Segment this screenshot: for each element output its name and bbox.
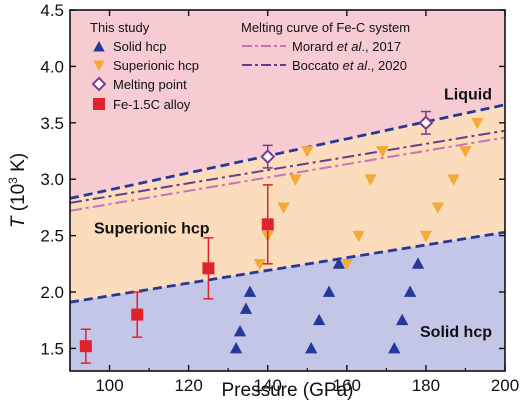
legend-label-boccato-2020: Boccato et al., 2020: [292, 58, 407, 73]
x-axis-title: Pressure (GPa): [222, 380, 354, 401]
y-axis-title-scale: (10: [8, 184, 29, 217]
point-solid-hcp-3: [243, 285, 257, 297]
y-tick-label-3.5: 3.5: [40, 114, 64, 133]
point-solid-hcp-0: [229, 341, 243, 354]
legend-label-solid-hcp: Solid hcp: [113, 39, 166, 54]
x-tick-label-200: 200: [491, 376, 519, 395]
point-superionic-hcp-8: [376, 146, 389, 158]
region-label-liquid: Liquid: [444, 87, 492, 104]
legend-label-boccato-etal: et al: [343, 58, 369, 73]
y-tick-label-3: 3.0: [40, 170, 64, 189]
point-superionic-hcp-11: [447, 174, 460, 186]
region-liquid: [70, 10, 505, 199]
point-superionic-hcp-13: [471, 117, 484, 130]
point-superionic-hcp-4: [301, 146, 314, 158]
legend-marker-solid-hcp: [93, 41, 105, 52]
point-solid-hcp-5: [312, 313, 326, 326]
y-axis-title-unit: K): [8, 153, 29, 177]
region-label-superionic: Superionic hcp: [94, 220, 210, 237]
point-solid-hcp-7: [332, 257, 346, 269]
y-axis-title-exponent: 3: [6, 177, 20, 184]
legend-label-fe-1-5c-alloy: Fe-1.5C alloy: [113, 97, 191, 112]
point-superionic-hcp-3: [289, 174, 302, 186]
legend-label-morard-author: Morard: [292, 39, 337, 54]
y-tick-label-2.5: 2.5: [40, 227, 64, 246]
point-superionic-hcp-0: [253, 258, 266, 271]
y-tick-label-4: 4.0: [40, 57, 64, 76]
legend-label-morard-2017: Morard et al., 2017: [292, 39, 401, 54]
literature-curve-0: [69, 136, 506, 212]
legend-marker-fe-1-5c-alloy: [93, 98, 105, 110]
y-tick-label-1.5: 1.5: [40, 339, 64, 358]
phase-regions: [70, 10, 505, 371]
legend-markers: [91, 41, 286, 110]
boundary-lines: [69, 103, 506, 304]
point-superionic-hcp-2: [277, 202, 290, 214]
point-solid-hcp-8: [388, 341, 401, 354]
y-tick-label-2: 2.0: [40, 283, 64, 302]
point-superionic-hcp-5: [340, 258, 353, 271]
point-superionic-hcp-9: [419, 230, 433, 243]
point-fe-1-5c-alloy-2: [202, 262, 215, 275]
x-tick-label-160: 160: [333, 376, 361, 395]
legend-label-morard-year: ., 2017: [361, 39, 401, 54]
point-solid-hcp-1: [233, 325, 247, 337]
legend-marker-melting-point: [91, 76, 107, 92]
y-axis-title-symbol: T: [8, 215, 29, 228]
data-marks: [79, 110, 484, 364]
point-superionic-hcp-12: [459, 146, 472, 158]
point-solid-hcp-10: [403, 285, 417, 297]
point-fe-1-5c-alloy-0: [79, 340, 92, 353]
superionic-solid-boundary-line: [69, 230, 506, 304]
melting-boundary-line: [69, 103, 506, 200]
x-tick-label-140: 140: [254, 376, 282, 395]
point-fe-1-5c-alloy-1: [131, 308, 144, 321]
point-superionic-hcp-10: [431, 202, 444, 214]
y-tick-label-4.5: 4.5: [40, 1, 64, 20]
x-tick-label-100: 100: [95, 376, 123, 395]
point-superionic-hcp-7: [364, 174, 377, 186]
legend-title-this-study: This study: [90, 20, 150, 35]
legend-label-boccato-year: ., 2020: [367, 58, 407, 73]
axis-ticks: 100 120 140 160 180 200 1.5 2.0 2.5 3.0 3.5 4.0 4.5: [40, 1, 519, 395]
plot-frame: [69, 9, 506, 372]
legend-label-morard-etal: et al: [337, 39, 363, 54]
point-melting-point-0: [260, 149, 276, 165]
region-label-solid: Solid hcp: [420, 324, 492, 341]
point-solid-hcp-2: [239, 302, 253, 314]
legend-label-melting-point: Melting point: [113, 77, 187, 92]
legend-title-melting-curve: Melting curve of Fe-C system: [241, 20, 410, 35]
x-tick-label-120: 120: [174, 376, 202, 395]
point-solid-hcp-4: [305, 341, 318, 354]
literature-curve-1: [69, 129, 506, 204]
y-axis-title: T (103 K): [6, 153, 29, 228]
region-solid: [70, 232, 505, 371]
point-fe-1-5c-alloy-3: [261, 218, 274, 231]
point-solid-hcp-9: [396, 313, 409, 326]
point-solid-hcp-11: [411, 257, 425, 269]
x-tick-label-180: 180: [412, 376, 440, 395]
point-superionic-hcp-6: [352, 230, 365, 243]
legend-marker-superionic-hcp: [93, 60, 105, 71]
legend-label-superionic-hcp: Superionic hcp: [113, 58, 199, 73]
legend: This study Melting curve of Fe-C system …: [90, 20, 410, 112]
legend-label-boccato-author: Boccato: [292, 58, 343, 73]
point-melting-point-1: [418, 115, 434, 131]
point-solid-hcp-6: [322, 285, 336, 297]
